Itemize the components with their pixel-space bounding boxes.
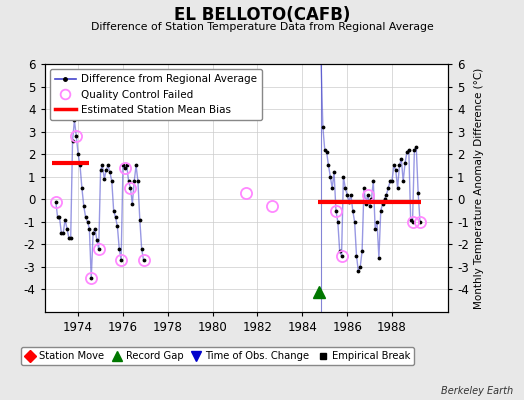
Text: EL BELLOTO(CAFB): EL BELLOTO(CAFB): [174, 6, 350, 24]
Legend: Difference from Regional Average, Quality Control Failed, Estimated Station Mean: Difference from Regional Average, Qualit…: [50, 69, 262, 120]
Y-axis label: Monthly Temperature Anomaly Difference (°C): Monthly Temperature Anomaly Difference (…: [474, 67, 485, 309]
Legend: Station Move, Record Gap, Time of Obs. Change, Empirical Break: Station Move, Record Gap, Time of Obs. C…: [21, 347, 414, 365]
Text: Berkeley Earth: Berkeley Earth: [441, 386, 514, 396]
Text: Difference of Station Temperature Data from Regional Average: Difference of Station Temperature Data f…: [91, 22, 433, 32]
